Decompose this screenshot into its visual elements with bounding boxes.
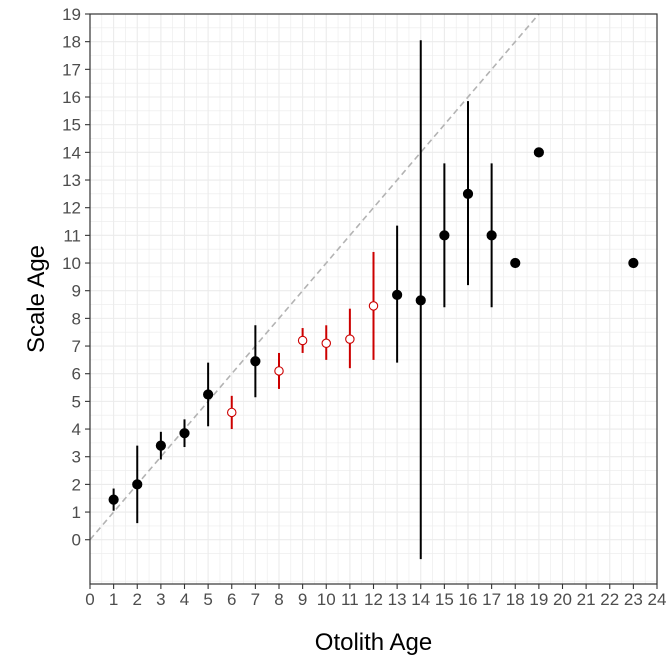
x-tick-label: 5 — [203, 590, 212, 609]
data-point — [415, 295, 426, 306]
x-tick-label: 16 — [459, 590, 478, 609]
x-tick-label: 12 — [364, 590, 383, 609]
y-tick-label: 7 — [72, 337, 81, 356]
x-tick-label: 14 — [411, 590, 430, 609]
data-point — [250, 356, 261, 367]
x-tick-label: 21 — [577, 590, 596, 609]
y-tick-label: 2 — [72, 475, 81, 494]
data-point — [179, 428, 190, 439]
data-point — [345, 334, 355, 344]
y-tick-label: 10 — [62, 254, 81, 273]
y-tick-label: 18 — [62, 33, 81, 52]
x-tick-label: 1 — [109, 590, 118, 609]
x-tick-label: 2 — [133, 590, 142, 609]
y-tick-label: 16 — [62, 88, 81, 107]
data-point — [462, 188, 474, 199]
x-tick-label: 9 — [298, 590, 307, 609]
x-tick-label: 0 — [85, 590, 94, 609]
data-point — [392, 289, 403, 300]
y-tick-label: 17 — [62, 60, 81, 79]
data-point — [297, 335, 308, 346]
x-tick-label: 23 — [624, 590, 643, 609]
x-tick-label: 24 — [648, 590, 667, 609]
y-tick-label: 8 — [72, 309, 81, 328]
x-axis: 0 1 2 3 4 5 6 7 8 9 10 11 12 13 14 15 16 17 18 19 20 21 22 23 24 — [85, 584, 666, 609]
y-tick-label: 9 — [72, 282, 81, 301]
data-point — [227, 407, 237, 418]
x-tick-label: 4 — [180, 590, 189, 609]
data-point — [321, 338, 331, 349]
data-point — [108, 494, 119, 505]
y-tick-label: 5 — [72, 392, 81, 411]
y-tick-label: 14 — [62, 143, 81, 162]
y-tick-label: 4 — [72, 420, 81, 439]
x-tick-label: 10 — [317, 590, 336, 609]
y-tick-label: 6 — [72, 365, 81, 384]
y-tick-label: 3 — [72, 448, 81, 467]
data-point — [368, 301, 379, 311]
x-tick-label: 3 — [156, 590, 165, 609]
y-tick-label: 11 — [63, 226, 81, 245]
data-point — [155, 440, 166, 451]
y-tick-label: 13 — [62, 171, 81, 190]
data-point — [132, 479, 143, 490]
x-tick-label: 6 — [227, 590, 236, 609]
x-tick-label: 15 — [435, 590, 454, 609]
x-tick-label: 22 — [600, 590, 619, 609]
data-points — [108, 147, 639, 505]
data-point — [628, 257, 639, 269]
data-point — [203, 389, 214, 400]
data-point — [486, 230, 497, 241]
one-to-one-reference-line — [89, 13, 540, 541]
y-tick-label: 15 — [62, 116, 81, 135]
x-tick-label: 11 — [341, 590, 359, 609]
data-point — [510, 257, 521, 269]
x-axis-title: Otolith Age — [315, 629, 432, 656]
y-axis-title: Scale Age — [23, 245, 50, 353]
x-tick-label: 20 — [553, 590, 572, 609]
x-tick-label: 13 — [388, 590, 407, 609]
y-tick-label: 1 — [72, 503, 81, 522]
x-tick-label: 17 — [482, 590, 501, 609]
x-tick-label: 19 — [529, 590, 548, 609]
data-point — [439, 230, 450, 241]
data-point — [533, 147, 544, 158]
y-tick-label: 12 — [62, 199, 81, 218]
y-tick-label: 19 — [62, 5, 81, 24]
x-tick-label: 8 — [274, 590, 283, 609]
data-point — [274, 366, 284, 376]
x-tick-label: 18 — [506, 590, 525, 609]
x-tick-label: 7 — [251, 590, 260, 609]
y-tick-label: 0 — [72, 531, 81, 550]
